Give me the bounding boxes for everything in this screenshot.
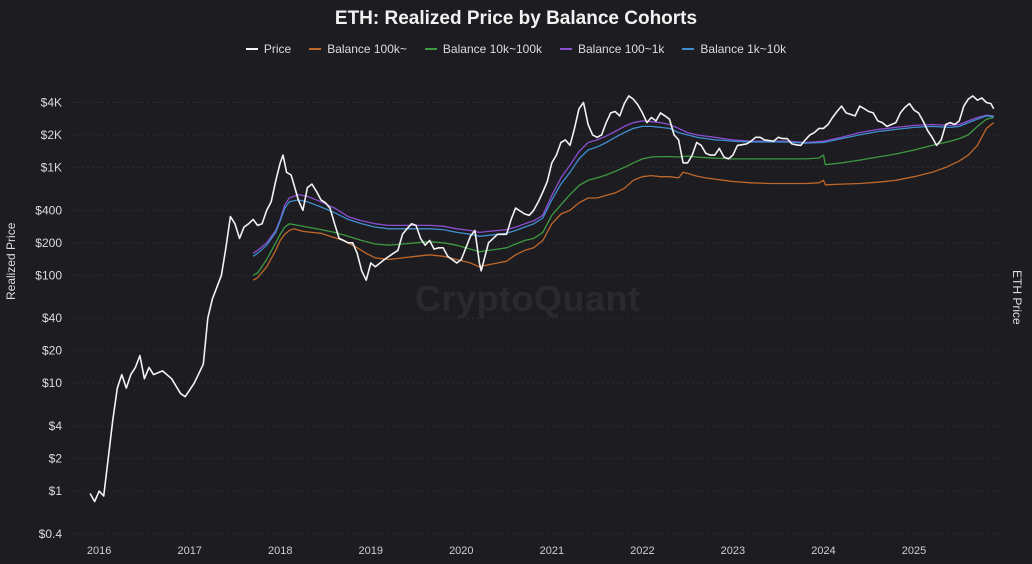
legend-swatch-balance-100-1k	[560, 48, 572, 50]
legend-item-balance-10k-100k[interactable]: Balance 10k~100k	[424, 42, 542, 56]
x-tick-label: 2022	[630, 545, 654, 557]
legend-swatch-balance-1k-10k	[682, 48, 695, 50]
chart-title: ETH: Realized Price by Balance Cohorts	[334, 8, 698, 29]
x-tick-label: 2024	[811, 545, 835, 557]
y-tick-label: $1K	[41, 160, 62, 174]
legend-swatch-price	[245, 48, 258, 50]
y-axis-ticks: $4K $2K $1K $400 $200 $100 $40 $20 $10 $4 $2 $1 $0.4	[35, 95, 62, 541]
series-line-price	[89, 95, 995, 503]
y-tick-label: $0.4	[39, 527, 63, 541]
x-tick-label: 2017	[177, 545, 201, 557]
y-tick-label: $4	[49, 419, 63, 433]
y-tick-label: $10	[42, 376, 62, 390]
legend-label-balance-1k-10k: Balance 1k~10k	[700, 42, 787, 56]
y-tick-label: $400	[35, 203, 62, 217]
legend-label-balance-10k-100k: Balance 10k~100k	[442, 42, 542, 56]
y-tick-label: $40	[42, 311, 62, 325]
x-axis-ticks: 2016 2017 2018 2019 2020 2021 2022 2023 2024 2025	[87, 545, 926, 557]
legend-swatch-balance-100k	[309, 48, 322, 50]
y-tick-label: $2K	[41, 128, 62, 142]
x-tick-label: 2021	[540, 545, 564, 557]
y-tick-label: $100	[35, 268, 62, 282]
x-tick-label: 2019	[359, 545, 383, 557]
watermark: CryptoQuant	[415, 278, 641, 319]
legend-label-balance-100-1k: Balance 100~1k	[578, 42, 665, 56]
legend-swatch-balance-10k-100k	[424, 48, 437, 50]
series-line-balance-1k-10k	[252, 115, 994, 257]
y-tick-label: $1	[49, 484, 63, 498]
legend-label-price: Price	[263, 42, 292, 56]
y-tick-label: $4K	[41, 95, 62, 109]
legend-item-balance-100k[interactable]: Balance 100k~	[309, 42, 407, 56]
legend-label-balance-100k: Balance 100k~	[327, 42, 407, 56]
series-line-balance-100k	[252, 122, 995, 281]
y-tick-label: $2	[49, 452, 63, 466]
series-lines	[89, 95, 995, 503]
legend: Price Balance 100k~ Balance 10k~100k Bal…	[0, 42, 1032, 56]
legend-item-balance-100-1k[interactable]: Balance 100~1k	[560, 42, 664, 56]
series-line-balance-100-1k	[252, 114, 994, 254]
grid-lines	[72, 101, 1000, 535]
legend-item-balance-1k-10k[interactable]: Balance 1k~10k	[682, 42, 786, 56]
legend-item-price[interactable]: Price	[245, 42, 292, 56]
x-tick-label: 2023	[721, 545, 745, 557]
x-tick-label: 2020	[449, 545, 473, 557]
y-tick-label: $200	[35, 236, 62, 250]
x-tick-label: 2016	[87, 545, 111, 557]
y-tick-label: $20	[42, 344, 62, 358]
x-tick-label: 2025	[902, 545, 926, 557]
x-tick-label: 2018	[268, 545, 292, 557]
series-line-balance-10k-100k	[252, 116, 994, 276]
